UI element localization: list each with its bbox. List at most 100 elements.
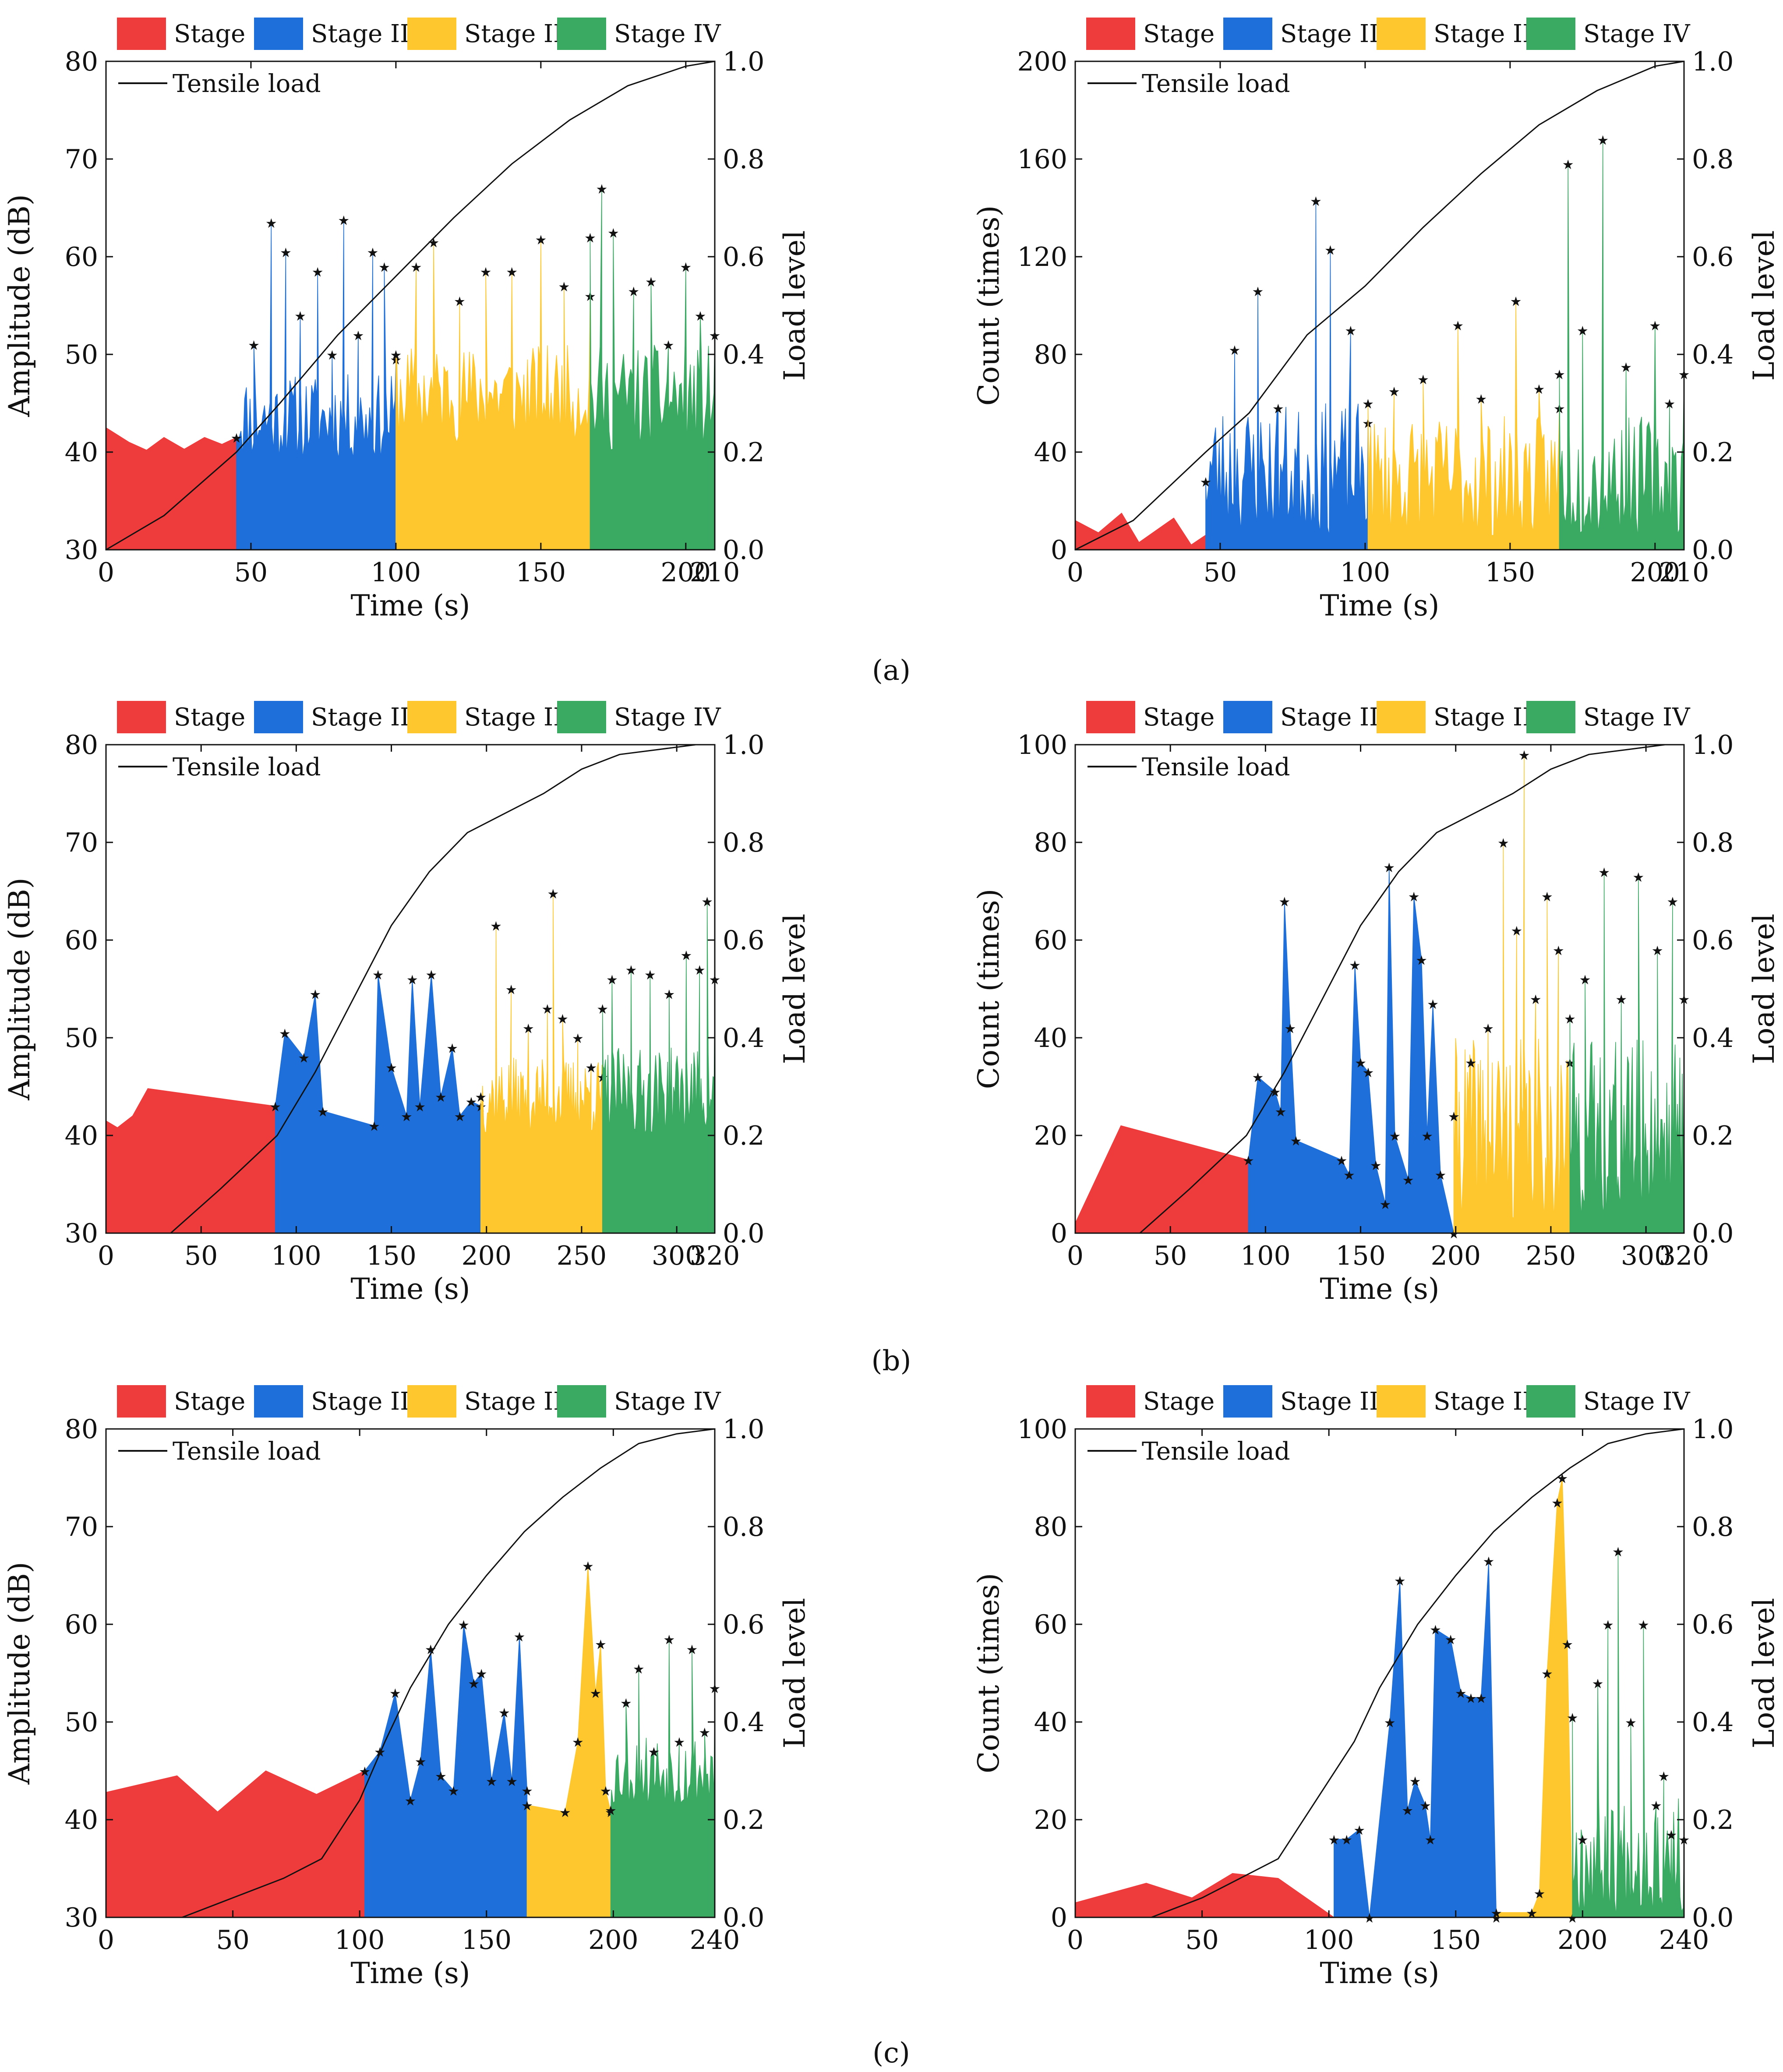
x-tick-label: 50 bbox=[216, 1925, 249, 1955]
y2-tick-label: 1.0 bbox=[723, 730, 764, 760]
point-marker-stage-2: ★ bbox=[312, 265, 324, 280]
y2-tick-label: 0.0 bbox=[723, 1218, 764, 1249]
y2-tick-label: 0.8 bbox=[1692, 827, 1734, 858]
legend-swatch-stage-1 bbox=[1086, 701, 1135, 733]
point-marker-stage-2: ★ bbox=[265, 216, 277, 231]
point-marker-stage-4: ★ bbox=[1562, 157, 1574, 173]
point-marker-stage-2: ★ bbox=[1419, 1799, 1431, 1814]
point-marker-stage-3: ★ bbox=[547, 887, 559, 902]
y-tick-label: 60 bbox=[1034, 1609, 1067, 1640]
point-marker-stage-2: ★ bbox=[1424, 1833, 1436, 1848]
legend-label-stage-3: Stage III bbox=[464, 703, 572, 732]
point-marker-stage-3: ★ bbox=[1526, 1906, 1538, 1921]
legend-label-stage-4: Stage IV bbox=[614, 1387, 721, 1416]
point-marker-stage-4: ★ bbox=[644, 968, 656, 983]
point-marker-stage-3: ★ bbox=[475, 1090, 487, 1105]
y-tick-label: 70 bbox=[65, 144, 98, 175]
y2-tick-label: 0.4 bbox=[723, 339, 764, 370]
point-marker-stage-3: ★ bbox=[557, 1011, 568, 1027]
plot-frame bbox=[105, 1428, 716, 1918]
y-tick-label: 50 bbox=[65, 1023, 98, 1054]
legend-label-stage-3: Stage III bbox=[1433, 20, 1542, 48]
point-marker-stage-3: ★ bbox=[1482, 1022, 1494, 1037]
x-axis-title: Time (s) bbox=[1320, 1956, 1439, 1990]
legend-label-stage-2: Stage II bbox=[1280, 1387, 1379, 1416]
point-marker-stage-3: ★ bbox=[1417, 372, 1429, 388]
point-marker-stage-2: ★ bbox=[415, 1754, 427, 1770]
x-tick-label: 100 bbox=[1340, 557, 1391, 588]
point-marker-stage-2: ★ bbox=[1336, 1153, 1348, 1169]
legend-swatch-stage-4 bbox=[1526, 18, 1575, 50]
point-marker-stage-4: ★ bbox=[1577, 1833, 1589, 1848]
point-marker-stage-4: ★ bbox=[1650, 1799, 1662, 1814]
x-axis-title: Time (s) bbox=[350, 589, 470, 622]
area-stage-4-c-count bbox=[1572, 1551, 1684, 1918]
point-marker-stage-2: ★ bbox=[1310, 194, 1322, 209]
legend-swatch-stage-1 bbox=[1086, 1385, 1135, 1418]
point-marker-stage-3: ★ bbox=[600, 1784, 612, 1799]
point-marker-stage-3: ★ bbox=[454, 294, 466, 309]
point-marker-stage-2: ★ bbox=[1408, 890, 1420, 905]
point-marker-stage-4: ★ bbox=[694, 963, 706, 978]
point-marker-stage-2: ★ bbox=[498, 1706, 510, 1721]
area-stage-4-b-amplitude bbox=[602, 901, 715, 1234]
x-tick-label: 200 bbox=[1630, 557, 1681, 588]
tensile-load-line bbox=[1139, 744, 1684, 1234]
point-marker-stage-2: ★ bbox=[468, 1676, 480, 1692]
point-marker-stage-3: ★ bbox=[1541, 1667, 1553, 1682]
y-tick-label: 40 bbox=[65, 1121, 98, 1151]
y-tick-label: 20 bbox=[1034, 1121, 1067, 1151]
y2-tick-label: 0.2 bbox=[1692, 1121, 1734, 1151]
point-marker-stage-2: ★ bbox=[458, 1618, 470, 1633]
point-marker-stage-2: ★ bbox=[269, 1100, 281, 1115]
area-stage-2-c-count bbox=[1334, 1561, 1497, 1918]
y-tick-label: 60 bbox=[65, 1609, 98, 1640]
point-marker-stage-3: ★ bbox=[410, 260, 422, 275]
y2-tick-label: 0.8 bbox=[723, 1512, 764, 1542]
plot-frame bbox=[105, 60, 716, 551]
point-marker-stage-2: ★ bbox=[454, 1109, 466, 1124]
point-marker-stage-3: ★ bbox=[1530, 992, 1542, 1008]
y-tick-label: 30 bbox=[65, 1218, 98, 1249]
y-tick-label: 0 bbox=[1051, 535, 1067, 566]
legend-label-tensile: Tensile load bbox=[1142, 1437, 1290, 1466]
legend-swatch-stage-1 bbox=[117, 701, 166, 733]
panel-label-a: (a) bbox=[872, 654, 911, 687]
point-marker-stage-3: ★ bbox=[1452, 318, 1464, 334]
area-stage-2-c-amplitude bbox=[364, 1624, 528, 1918]
point-marker-stage-2: ★ bbox=[1402, 1803, 1413, 1819]
point-marker-stage-3: ★ bbox=[506, 265, 518, 280]
x-tick-label: 150 bbox=[366, 1241, 417, 1271]
point-marker-stage-3: ★ bbox=[559, 1805, 571, 1821]
point-marker-stage-4: ★ bbox=[597, 1002, 608, 1017]
point-marker-stage-2: ★ bbox=[1409, 1774, 1421, 1789]
point-marker-stage-2: ★ bbox=[1200, 475, 1211, 490]
y2-tick-label: 1.0 bbox=[1692, 46, 1734, 77]
y2-tick-label: 0.2 bbox=[1692, 437, 1734, 468]
x-tick-label: 150 bbox=[461, 1925, 512, 1955]
x-tick-label: 150 bbox=[516, 557, 566, 588]
point-marker-stage-4: ★ bbox=[1554, 368, 1565, 383]
y-tick-label: 100 bbox=[1017, 1414, 1067, 1445]
y2-tick-label: 1.0 bbox=[723, 1414, 764, 1445]
point-marker-stage-4: ★ bbox=[1564, 1011, 1576, 1027]
point-marker-stage-2: ★ bbox=[425, 968, 437, 983]
point-marker-stage-2: ★ bbox=[448, 1784, 459, 1799]
point-marker-stage-4: ★ bbox=[633, 1662, 645, 1677]
point-marker-stage-4: ★ bbox=[1615, 992, 1627, 1008]
y2-tick-label: 0.8 bbox=[1692, 144, 1734, 175]
legend-label-stage-3: Stage III bbox=[464, 20, 572, 48]
tensile-load-line bbox=[106, 60, 715, 551]
legend-label-tensile: Tensile load bbox=[1142, 753, 1290, 781]
y-axis-title: Amplitude (dB) bbox=[3, 194, 36, 417]
point-marker-stage-4: ★ bbox=[1579, 972, 1591, 988]
point-marker-stage-2: ★ bbox=[378, 260, 390, 275]
point-marker-stage-2: ★ bbox=[1455, 1686, 1467, 1701]
y2-tick-label: 0.6 bbox=[723, 242, 764, 272]
chart-c-amplitude: ★★★★★★★★★★★★★★★★★★★★★★★★★★★★★★★★★0501001… bbox=[3, 1385, 812, 1990]
chart-a-amplitude: ★★★★★★★★★★★★★★★★★★★★★★★★★★★★★★0501001502… bbox=[3, 18, 812, 622]
point-marker-stage-4: ★ bbox=[701, 895, 713, 910]
y2-tick-label: 0.2 bbox=[723, 437, 764, 468]
point-marker-stage-2: ★ bbox=[1341, 1833, 1352, 1848]
